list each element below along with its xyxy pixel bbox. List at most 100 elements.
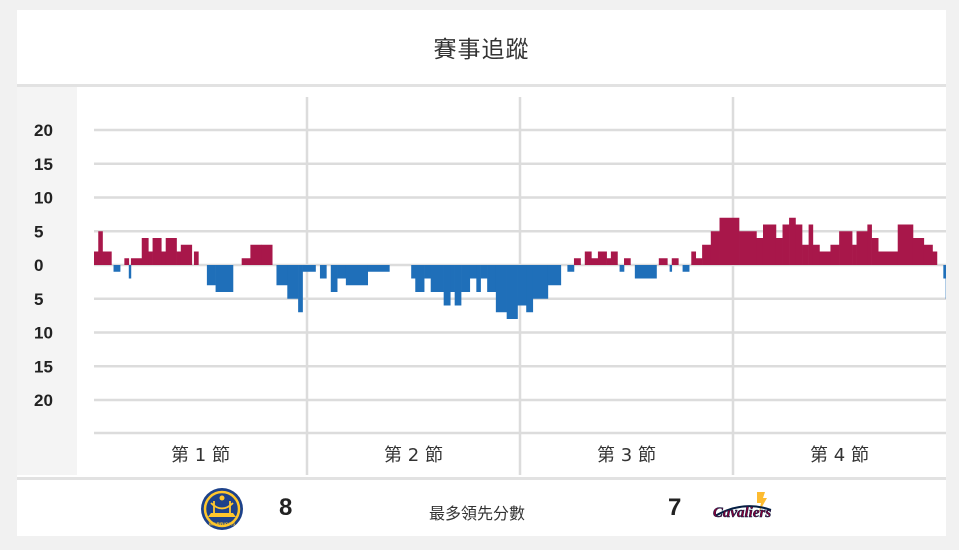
cavaliers-lead-bar (871, 238, 879, 265)
warriors-lead-bar (128, 265, 132, 279)
warriors-lead-bar (547, 265, 562, 286)
warriors-lead-bar (506, 265, 518, 319)
warriors-lead-bar (206, 265, 216, 286)
cavaliers-lead-bar (624, 258, 631, 265)
cavaliers-lead-bar (597, 251, 607, 265)
warriors-max-lead: 8 (279, 494, 293, 521)
warriors-lead-bar (634, 265, 657, 279)
warriors-lead-bar (517, 265, 527, 306)
cavaliers-lead-bar (912, 238, 925, 265)
warriors-lead-bar (330, 265, 338, 292)
cavaliers-lead-bar (98, 231, 103, 265)
cavaliers-lead-bar (719, 217, 740, 265)
warriors-lead-bar (682, 265, 690, 272)
cavaliers-lead-bar (591, 258, 599, 265)
cavaliers-lead-bar (606, 258, 612, 265)
cavaliers-lead-bar (94, 251, 99, 265)
quarter-label: 第 4 節 (810, 445, 869, 466)
cavaliers-lead-bar (812, 244, 820, 265)
warriors-lead-bar (461, 265, 471, 292)
cavaliers-lead-bar (789, 217, 796, 265)
cavaliers-lead-bar (176, 251, 182, 265)
warriors-lead-bar (487, 265, 497, 292)
y-tick-label: 15 (34, 357, 53, 376)
y-tick-label: 20 (34, 391, 53, 410)
warriors-lead-bar (619, 265, 625, 272)
y-tick-label: 10 (34, 189, 53, 208)
cavaliers-lead-bar (802, 244, 809, 265)
cavaliers-lead-bar (795, 224, 803, 265)
warriors-lead-bar (430, 265, 444, 292)
warriors-lead-bar (495, 265, 507, 313)
cavaliers-lead-bar (932, 251, 938, 265)
y-tick-label: 0 (34, 256, 43, 275)
y-tick-label: 20 (34, 121, 53, 140)
y-tick-label: 15 (34, 155, 53, 174)
cavaliers-lead-bar (923, 244, 933, 265)
warriors-lead-bar (476, 265, 481, 292)
warriors-lead-bar (302, 265, 316, 272)
y-tick-label: 5 (34, 290, 43, 309)
warriors-lead-bar (943, 265, 946, 279)
warriors-lead-bar (113, 265, 121, 272)
cavaliers-lead-bar (141, 238, 149, 265)
warriors-lead-bar (319, 265, 327, 279)
cavaliers-lead-bar (856, 231, 868, 265)
cavaliers-lead-bar (867, 224, 872, 265)
cavaliers-lead-bar (148, 251, 153, 265)
cavaliers-lead-bar (152, 238, 162, 265)
warriors-lead-bar (443, 265, 451, 306)
warriors-lead-bar (411, 265, 416, 279)
cavaliers-lead-bar (830, 244, 840, 265)
svg-text:WARRIORS: WARRIORS (209, 522, 236, 528)
quarter-label: 第 2 節 (384, 445, 443, 466)
warriors-lead-bar (469, 265, 477, 279)
warriors-lead-bar (567, 265, 575, 272)
quarter-label: 第 1 節 (171, 445, 230, 466)
y-tick-label: 5 (34, 222, 43, 241)
cavaliers-lead-bar (250, 244, 262, 265)
warriors-lead-bar (345, 265, 369, 286)
cavaliers-lead-bar (161, 251, 167, 265)
warriors-lead-bar (367, 265, 390, 272)
cavaliers-lead-bar (839, 231, 853, 265)
warriors-lead-bar (424, 265, 432, 279)
cavaliers-lead-bar (124, 258, 130, 265)
golden-state-warriors-logo: WARRIORS (201, 488, 243, 530)
cavaliers-lead-bar (819, 251, 831, 265)
cavaliers-max-lead: 7 (668, 494, 682, 521)
warriors-lead-bar (669, 265, 673, 272)
lead-tracker-chart: 20 15 10 5 0 5 10 15 20 第 1 節 第 2 節 第 3 節 第 4 節 (34, 97, 946, 475)
warriors-lead-bar (532, 265, 549, 299)
warriors-lead-bar (450, 265, 455, 292)
cavaliers-lead-bar (573, 258, 581, 265)
warriors-lead-bar (276, 265, 288, 286)
cavaliers-lead-bar (762, 224, 777, 265)
cavaliers-lead-bar (193, 251, 199, 265)
cavaliers-lead-bar (130, 258, 143, 265)
warriors-lead-bar (415, 265, 425, 292)
cavaliers-lead-bar (695, 258, 703, 265)
cavaliers-lead-bar (671, 258, 679, 265)
cavaliers-lead-bar (102, 251, 112, 265)
warriors-lead-bar (454, 265, 462, 306)
cavaliers-lead-bar (610, 251, 618, 265)
cavaliers-lead-bar (241, 258, 251, 265)
cavaliers-lead-bar (702, 244, 712, 265)
y-axis-panel (17, 87, 77, 475)
cavaliers-lead-bar (658, 258, 668, 265)
warriors-lead-bar (298, 265, 303, 313)
cavaliers-lead-bar (775, 238, 783, 265)
warriors-lead-bar (526, 265, 534, 313)
cavaliers-lead-bar (897, 224, 914, 265)
cavaliers-lead-bar (165, 238, 177, 265)
cavaliers-lead-bar (782, 224, 790, 265)
warriors-lead-bar (215, 265, 234, 292)
cavaliers-lead-bar (710, 231, 720, 265)
cavaliers-lead-bar (261, 244, 273, 265)
cleveland-cavaliers-logo: Cavaliers (713, 492, 772, 521)
cavaliers-lead-bar (691, 251, 697, 265)
warriors-lead-bar (287, 265, 299, 299)
cavaliers-lead-bar (852, 244, 857, 265)
cavaliers-lead-bar (756, 238, 764, 265)
